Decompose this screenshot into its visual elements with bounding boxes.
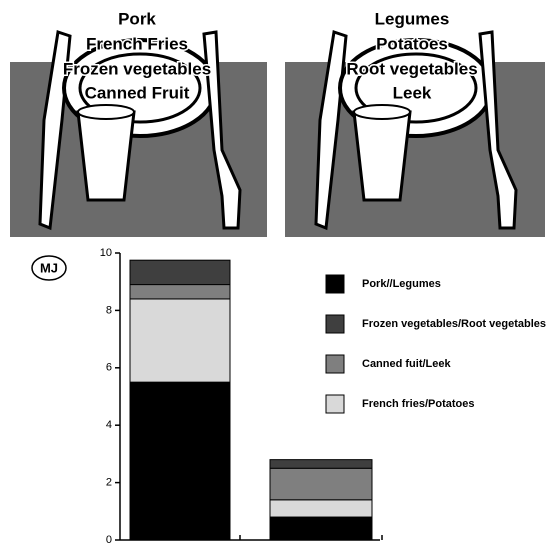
legend-label: French fries/Potatoes	[362, 398, 474, 410]
bar-segment	[269, 516, 373, 541]
y-tick-label: 6	[106, 362, 112, 374]
y-tick-label: 2	[106, 477, 112, 489]
y-tick-label: 8	[106, 304, 112, 316]
plate-label: Root vegetables	[346, 59, 477, 78]
legend-label: Canned fuit/Leek	[362, 358, 452, 370]
legend-swatch	[325, 274, 345, 294]
bar-segment	[269, 467, 373, 501]
legend-label: Frozen vegetables/Root vegetables	[362, 318, 546, 330]
plate-label: Leek	[393, 83, 432, 102]
plate-label: Potatoes	[376, 34, 448, 53]
bar-segment	[129, 284, 231, 300]
plate-label: Frozen vegetables	[63, 59, 211, 78]
bar-segment	[129, 381, 231, 541]
glass-rim	[77, 104, 135, 120]
illustration: Pork French Fries Frozen vegetables Cann…	[10, 8, 267, 237]
legend-label: Pork//Legumes	[362, 278, 441, 290]
plate-label: Pork	[118, 9, 156, 28]
y-tick-label: 10	[100, 247, 112, 259]
plate-label: French Fries	[86, 34, 188, 53]
y-axis-label: MJ	[40, 260, 58, 275]
plate-label: Legumes	[375, 9, 450, 28]
chart: 0 2 4 6 8 10 Pork//Legumes Frozen vegetables/Ro…	[100, 247, 546, 543]
legend-swatch	[325, 394, 345, 414]
y-tick-label: 4	[106, 419, 112, 431]
knife	[38, 30, 72, 231]
knife	[314, 30, 348, 231]
glass	[352, 110, 412, 202]
bar-segment	[269, 459, 373, 469]
plate-label: Canned Fruit	[85, 83, 190, 102]
illustration: Legumes Potatoes Root vegetables Leek	[285, 8, 545, 237]
bar-segment	[129, 298, 231, 383]
legend-swatch	[325, 314, 345, 334]
fork	[478, 30, 518, 230]
bar-segment	[269, 499, 373, 518]
glass	[76, 110, 136, 202]
legend-swatch	[325, 354, 345, 374]
y-tick-label: 0	[106, 534, 112, 543]
glass-rim	[353, 104, 411, 120]
fork	[202, 30, 242, 230]
bar-segment	[129, 259, 231, 286]
y-label-oval	[31, 255, 67, 281]
